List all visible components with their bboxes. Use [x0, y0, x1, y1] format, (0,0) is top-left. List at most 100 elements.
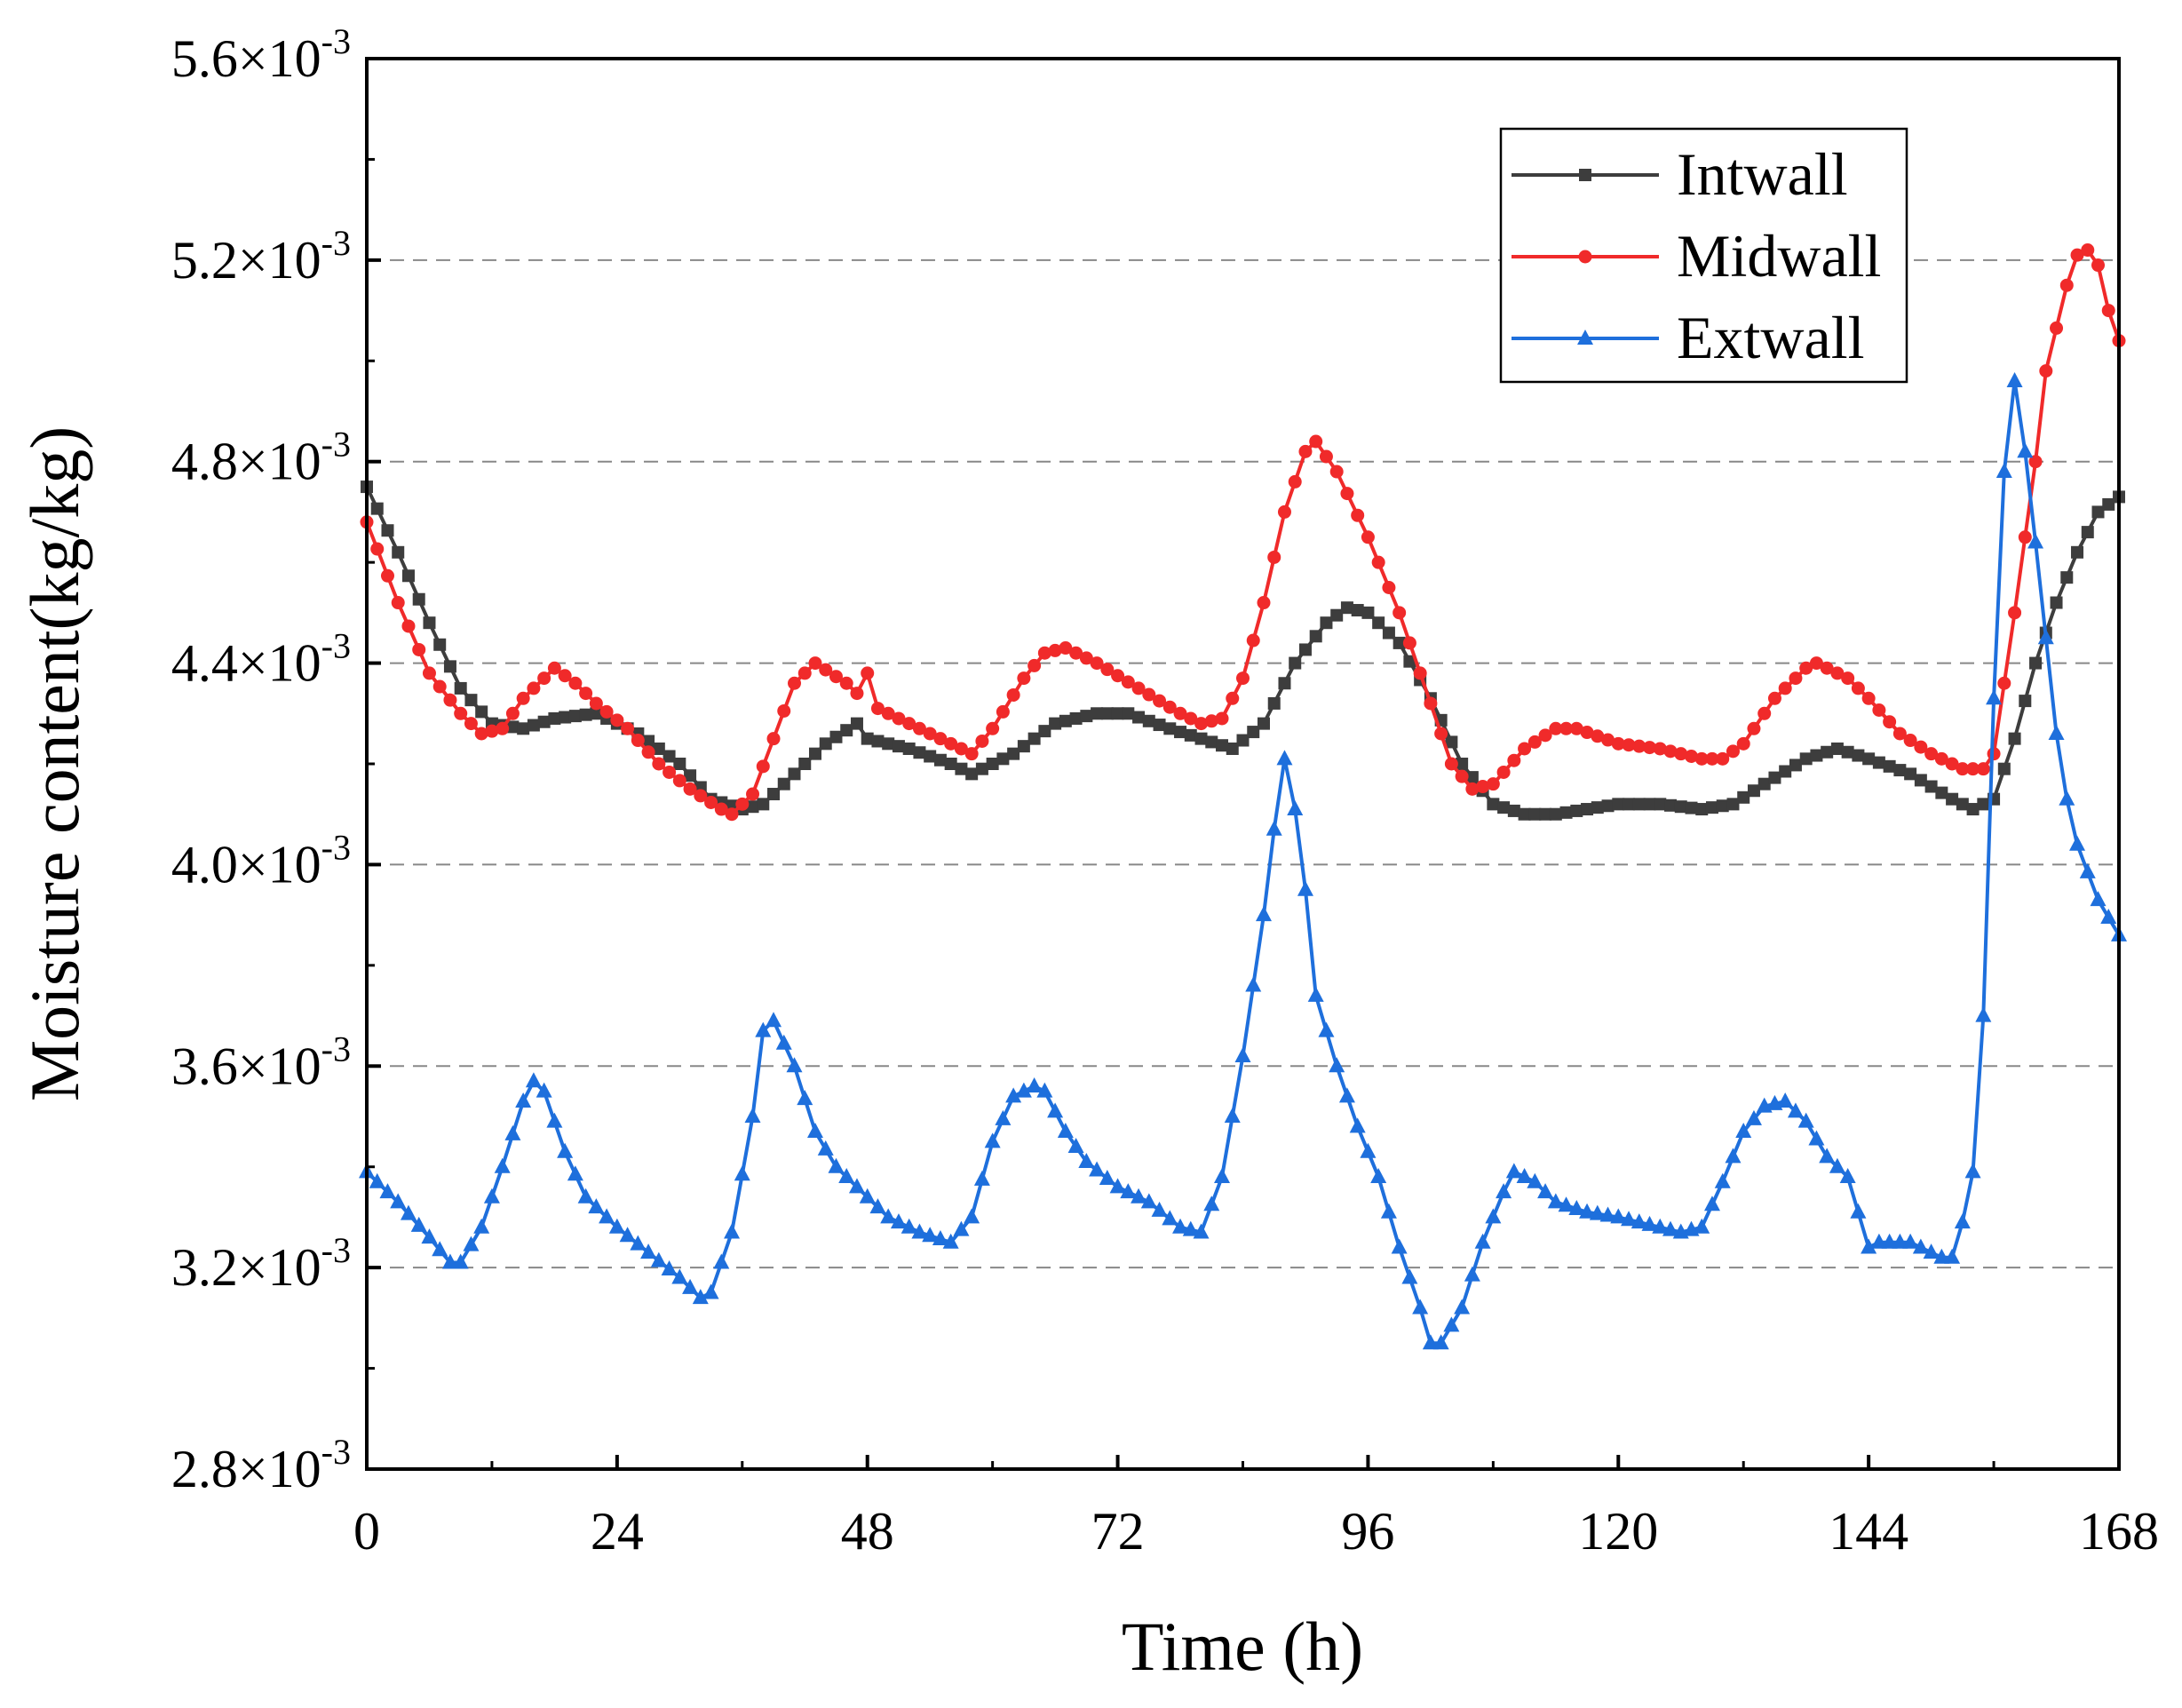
data-point: [859, 1188, 876, 1204]
data-point: [911, 1223, 928, 1239]
data-point: [1329, 1057, 1345, 1073]
data-point: [1528, 807, 1542, 821]
data-point: [1809, 656, 1823, 671]
data-point: [1892, 1233, 1908, 1249]
data-point: [590, 707, 603, 720]
data-point: [923, 727, 937, 741]
data-point: [964, 747, 979, 761]
data-point: [1486, 777, 1500, 791]
data-point: [1278, 677, 1291, 690]
data-point: [474, 727, 488, 741]
data-point: [1140, 1193, 1157, 1209]
data-point: [1601, 799, 1615, 813]
data-point: [1841, 745, 1854, 759]
data-point: [2027, 533, 2044, 549]
x-tick-label: 144: [1829, 1502, 1908, 1561]
data-point: [2006, 371, 2023, 387]
data-point: [704, 795, 718, 809]
data-point: [1444, 757, 1458, 771]
data-point: [1320, 616, 1333, 630]
data-point: [1298, 444, 1313, 458]
data-point: [1735, 1123, 1752, 1139]
y-tick-label: 5.2×10-3: [171, 223, 351, 290]
data-point: [401, 569, 415, 583]
data-point: [682, 1278, 699, 1294]
data-point: [1422, 1334, 1439, 1350]
data-point: [1193, 1223, 1210, 1239]
data-point: [1111, 707, 1124, 720]
data-point: [1674, 800, 1687, 814]
data-point: [1456, 758, 1469, 770]
data-point: [850, 717, 863, 730]
data-point: [2091, 258, 2106, 273]
data-point: [1371, 555, 1385, 569]
data-point: [1881, 1233, 1898, 1249]
data-point: [515, 1092, 532, 1108]
data-point: [1736, 736, 1750, 751]
data-point: [1850, 1203, 1867, 1219]
y-axis-title: Moisture content(kg/kg): [16, 426, 93, 1101]
data-point: [1663, 744, 1678, 759]
data-point: [1549, 807, 1562, 821]
data-point: [464, 717, 478, 731]
data-point: [1745, 1109, 1762, 1125]
data-point: [2008, 606, 2022, 620]
data-point: [1338, 1087, 1355, 1103]
data-point: [1454, 1299, 1471, 1315]
x-tick-label: 96: [1341, 1502, 1394, 1561]
data-point: [714, 802, 728, 816]
data-point: [2101, 304, 2115, 318]
data-point: [1089, 1161, 1106, 1177]
data-point: [1714, 1172, 1731, 1188]
data-point: [1131, 681, 1146, 695]
data-point: [1694, 751, 1709, 766]
y-tick-label: 4.0×10-3: [171, 827, 351, 894]
data-point: [901, 1218, 917, 1234]
data-point: [400, 1204, 417, 1220]
data-point: [642, 735, 655, 748]
data-point: [1194, 717, 1209, 731]
data-point: [1716, 751, 1730, 766]
data-point: [1370, 1168, 1387, 1184]
data-point: [724, 1223, 741, 1239]
data-point: [797, 666, 812, 680]
data-point: [870, 702, 885, 716]
data-point: [1799, 752, 1813, 766]
data-point: [1432, 1334, 1449, 1350]
data-point: [819, 663, 833, 677]
data-point: [1643, 798, 1656, 811]
data-point: [630, 1235, 647, 1251]
data-point: [1038, 725, 1051, 738]
data-point: [496, 721, 510, 735]
data-point: [912, 721, 926, 735]
data-point: [567, 1165, 583, 1181]
data-point: [1340, 601, 1353, 615]
data-point: [631, 734, 645, 748]
legend-marker: [1578, 250, 1592, 264]
data-point: [1997, 676, 2011, 690]
data-point: [475, 705, 488, 719]
data-point: [1632, 798, 1646, 811]
data-point: [392, 545, 405, 559]
data-point: [1247, 726, 1260, 739]
data-point: [1340, 487, 1354, 501]
data-point: [1758, 777, 1771, 790]
data-point: [1163, 722, 1177, 735]
data-point: [1716, 799, 1729, 813]
data-point: [1412, 1299, 1429, 1315]
data-point: [1078, 1153, 1095, 1169]
data-point: [1558, 1196, 1575, 1212]
data-point: [1726, 744, 1740, 759]
data-point: [1966, 803, 1980, 816]
data-point: [2019, 695, 2032, 708]
data-point: [692, 1289, 709, 1305]
data-point: [2008, 732, 2021, 745]
legend-label: Intwall: [1677, 140, 1848, 208]
data-point: [547, 661, 561, 675]
data-point: [1799, 661, 1813, 675]
data-point: [1505, 1163, 1522, 1179]
data-point: [1903, 734, 1917, 748]
data-point: [412, 642, 426, 656]
data-point: [1538, 728, 1552, 743]
data-point: [1184, 728, 1197, 742]
